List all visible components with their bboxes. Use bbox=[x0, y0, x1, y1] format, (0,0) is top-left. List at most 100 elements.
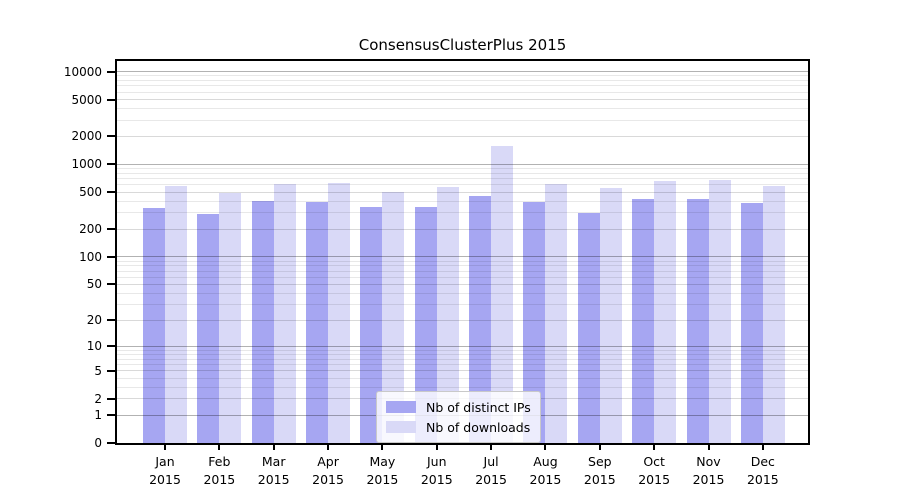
x-axis-tick-feb bbox=[218, 445, 221, 450]
gridline-20 bbox=[117, 319, 808, 321]
gridline-300 bbox=[117, 212, 808, 214]
y-axis-label-10000: 10000 bbox=[63, 64, 102, 79]
gridline-5 bbox=[117, 370, 808, 372]
bar-distinct-ips-jun bbox=[414, 207, 437, 443]
y-axis-label-0: 0 bbox=[94, 436, 102, 450]
x-axis-tick-apr bbox=[327, 445, 330, 450]
bar-downloads-oct bbox=[654, 180, 677, 443]
gridline-3 bbox=[117, 386, 808, 388]
y-axis-tick-500 bbox=[107, 191, 115, 194]
y-axis-tick-1000 bbox=[107, 163, 115, 166]
gridline-500 bbox=[117, 191, 808, 193]
gridline-10000 bbox=[117, 71, 808, 73]
gridline-900 bbox=[117, 168, 808, 170]
x-axis-tick-jan bbox=[164, 445, 166, 450]
bar-distinct-ips-apr bbox=[306, 202, 329, 443]
gridline-2000 bbox=[117, 135, 808, 137]
legend-label-downloads: Nb of downloads bbox=[426, 419, 531, 435]
chart-title: ConsensusClusterPlus 2015 bbox=[358, 36, 567, 54]
x-axis-label-dec: Dec 2015 bbox=[746, 454, 779, 487]
gridline-800 bbox=[117, 172, 808, 174]
y-axis-label-5000: 5000 bbox=[71, 92, 102, 107]
y-axis-tick-200 bbox=[107, 228, 115, 231]
y-axis-label-200: 200 bbox=[79, 222, 102, 237]
x-axis-label-mar: Mar 2015 bbox=[257, 454, 290, 487]
x-axis-tick-sep bbox=[598, 445, 601, 450]
x-axis-label-oct: Oct 2015 bbox=[638, 454, 671, 487]
gridline-4 bbox=[117, 377, 808, 379]
bar-distinct-ips-aug bbox=[523, 202, 546, 443]
y-axis-tick-2000 bbox=[107, 135, 115, 138]
x-axis-label-may: May 2015 bbox=[366, 454, 399, 487]
y-axis-label-2: 2 bbox=[94, 391, 102, 406]
x-axis-tick-may bbox=[381, 445, 384, 450]
y-axis-label-20: 20 bbox=[86, 313, 102, 328]
bar-downloads-jan bbox=[165, 185, 187, 443]
gridline-60 bbox=[117, 276, 808, 278]
x-axis-tick-jun bbox=[435, 445, 438, 450]
y-axis-label-100: 100 bbox=[79, 249, 102, 264]
gridline-40 bbox=[117, 292, 808, 294]
y-axis-tick-1 bbox=[107, 414, 115, 417]
legend-row-downloads: Nb of downloads bbox=[386, 417, 531, 437]
gridline-7000 bbox=[117, 85, 808, 87]
x-axis-label-nov: Nov 2015 bbox=[692, 454, 725, 487]
bar-distinct-ips-jan bbox=[143, 207, 165, 443]
legend-row-distinct-ips: Nb of distinct IPs bbox=[386, 397, 531, 417]
gridline-7 bbox=[117, 358, 808, 360]
bar-distinct-ips-nov bbox=[686, 199, 709, 443]
x-axis-label-sep: Sep 2015 bbox=[583, 454, 616, 487]
gridline-400 bbox=[117, 200, 808, 202]
bar-distinct-ips-oct bbox=[632, 199, 655, 443]
x-axis-tick-nov bbox=[707, 445, 710, 450]
bar-downloads-may bbox=[382, 191, 405, 443]
gridline-80 bbox=[117, 265, 808, 267]
bar-distinct-ips-mar bbox=[251, 201, 274, 443]
x-axis-label-apr: Apr 2015 bbox=[312, 454, 344, 487]
gridline-1000 bbox=[117, 163, 808, 165]
x-axis-label-jan: Jan 2015 bbox=[149, 454, 181, 487]
x-axis-label-aug: Aug 2015 bbox=[529, 454, 562, 487]
gridline-3000 bbox=[117, 119, 808, 121]
gridline-700 bbox=[117, 178, 808, 180]
bar-distinct-ips-feb bbox=[197, 214, 220, 443]
gridline-9000 bbox=[117, 75, 808, 77]
gridline-6 bbox=[117, 364, 808, 366]
bar-downloads-dec bbox=[762, 186, 785, 443]
bar-downloads-feb bbox=[219, 192, 242, 443]
gridline-6000 bbox=[117, 91, 808, 93]
x-axis-label-feb: Feb 2015 bbox=[203, 454, 236, 487]
gridline-70 bbox=[117, 270, 808, 272]
x-axis-label-jun: Jun 2015 bbox=[420, 454, 453, 487]
gridline-600 bbox=[117, 184, 808, 186]
bar-downloads-mar bbox=[273, 183, 296, 443]
gridline-8 bbox=[117, 353, 808, 355]
gridline-5000 bbox=[117, 99, 808, 101]
y-axis-label-1000: 1000 bbox=[71, 157, 102, 172]
gridline-4000 bbox=[117, 108, 808, 110]
y-axis-label-2000: 2000 bbox=[71, 129, 102, 144]
x-axis-tick-jul bbox=[490, 445, 493, 450]
y-axis-label-500: 500 bbox=[79, 185, 102, 200]
gridline-100 bbox=[117, 256, 808, 258]
y-axis-label-50: 50 bbox=[86, 277, 102, 292]
bar-downloads-aug bbox=[545, 183, 568, 443]
bar-downloads-sep bbox=[599, 187, 622, 443]
bar-distinct-ips-sep bbox=[577, 212, 600, 443]
gridline-50 bbox=[117, 283, 808, 285]
y-axis-tick-5000 bbox=[107, 98, 115, 101]
gridline-8000 bbox=[117, 80, 808, 82]
y-axis-label-1: 1 bbox=[94, 408, 102, 423]
bar-downloads-jul bbox=[491, 146, 514, 443]
legend-label-distinct-ips: Nb of distinct IPs bbox=[426, 399, 531, 415]
bar-downloads-jun bbox=[436, 187, 459, 443]
gridline-90 bbox=[117, 260, 808, 262]
y-axis-label-5: 5 bbox=[94, 363, 102, 378]
legend: Nb of distinct IPs Nb of downloads bbox=[376, 391, 541, 443]
x-axis-tick-oct bbox=[653, 445, 656, 450]
x-axis-tick-aug bbox=[544, 445, 547, 450]
y-axis-tick-20 bbox=[107, 319, 115, 322]
plot-area: Nb of distinct IPs Nb of downloads bbox=[115, 59, 810, 445]
y-axis-tick-0 bbox=[107, 442, 115, 444]
gridline-30 bbox=[117, 304, 808, 306]
